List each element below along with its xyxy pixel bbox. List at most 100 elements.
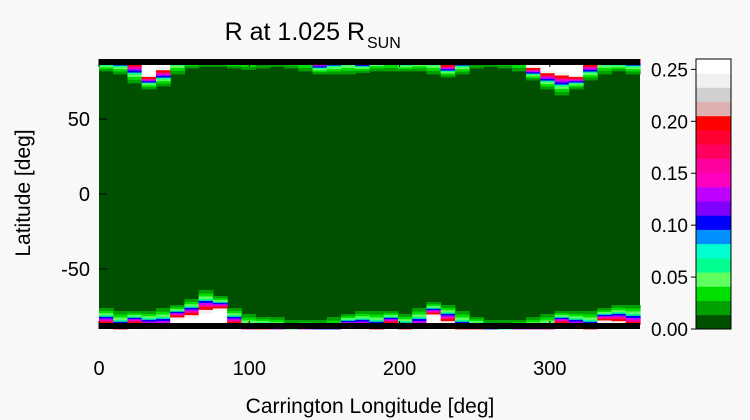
colorbar-swatch bbox=[696, 73, 731, 88]
south-band-cell bbox=[383, 316, 399, 319]
north-band-cell bbox=[127, 68, 143, 71]
south-band-cell bbox=[540, 317, 556, 321]
south-band-cell bbox=[141, 319, 157, 322]
north-band-cell bbox=[440, 64, 456, 67]
north-band-cell bbox=[355, 66, 371, 69]
x-tick-label: 100 bbox=[233, 358, 266, 380]
north-band-cell bbox=[554, 75, 570, 79]
north-band-cell bbox=[526, 75, 541, 79]
south-band-cell bbox=[611, 312, 627, 315]
x-tick-label: 0 bbox=[93, 358, 104, 380]
north-band-cell bbox=[326, 68, 342, 72]
north-band-cell bbox=[170, 65, 186, 68]
north-band-cell bbox=[597, 70, 613, 75]
south-band-cell bbox=[625, 313, 641, 317]
south-band-cell bbox=[155, 320, 171, 324]
south-band-cell bbox=[483, 328, 499, 330]
south-band-cell bbox=[141, 321, 157, 324]
south-band-cell bbox=[440, 305, 456, 309]
chart-title: R at 1.025 R bbox=[225, 18, 365, 46]
south-band-cell bbox=[611, 310, 627, 313]
south-band-cell bbox=[127, 317, 143, 320]
south-band-cell bbox=[141, 318, 157, 321]
north-band-cell bbox=[312, 71, 328, 75]
north-band-cell bbox=[583, 72, 598, 76]
south-band-cell bbox=[369, 317, 385, 321]
south-band-cell bbox=[611, 318, 627, 322]
south-band-cell bbox=[341, 322, 356, 324]
north-band-cell bbox=[540, 81, 556, 85]
north-band-cell bbox=[540, 75, 556, 78]
north-band-cell bbox=[412, 68, 428, 72]
south-band-cell bbox=[412, 311, 428, 315]
north-band-cell bbox=[155, 83, 171, 87]
north-band-cell bbox=[526, 69, 541, 72]
south-band-cell bbox=[568, 318, 584, 321]
south-band-cell bbox=[440, 310, 456, 313]
north-band-cell bbox=[170, 67, 186, 71]
south-band-cell bbox=[170, 309, 186, 311]
south-band-cell bbox=[583, 311, 598, 315]
north-band-cell bbox=[127, 74, 143, 77]
north-band-cell bbox=[341, 70, 356, 75]
south-band-cell bbox=[440, 318, 456, 322]
south-band-cell bbox=[597, 312, 613, 314]
south-band-cell bbox=[255, 321, 271, 323]
colorbar-swatch bbox=[696, 201, 731, 216]
south-band-cell bbox=[397, 314, 413, 318]
south-band-cell bbox=[127, 313, 143, 316]
north-band-cell bbox=[625, 66, 641, 70]
south-band-cell bbox=[526, 317, 541, 321]
south-band-cell bbox=[198, 307, 214, 311]
south-band-cell bbox=[212, 308, 228, 312]
south-band-cell bbox=[568, 319, 584, 322]
south-band-cell bbox=[155, 311, 171, 315]
north-band-cell bbox=[554, 71, 570, 76]
south-band-cell bbox=[383, 320, 399, 323]
south-band-cell bbox=[355, 319, 371, 322]
north-band-cell bbox=[397, 68, 413, 72]
south-band-cell bbox=[127, 320, 143, 323]
south-band-cell bbox=[440, 321, 456, 325]
north-band-cell bbox=[469, 64, 484, 69]
colorbar-swatch bbox=[696, 144, 731, 159]
south-band-cell bbox=[355, 313, 371, 317]
north-band-cell bbox=[127, 70, 143, 73]
south-band-cell bbox=[625, 308, 641, 312]
south-band-cell bbox=[554, 315, 570, 317]
south-band-cell bbox=[99, 310, 114, 314]
south-band-cell bbox=[383, 315, 399, 317]
south-band-cell bbox=[198, 300, 214, 304]
north-band-cell bbox=[483, 64, 499, 67]
south-band-cell bbox=[412, 318, 428, 322]
north-band-cell bbox=[540, 69, 556, 74]
north-band-cell bbox=[397, 64, 413, 66]
south-band-cell bbox=[341, 320, 356, 323]
south-band-cell bbox=[554, 316, 570, 319]
south-band-cell bbox=[155, 316, 171, 320]
south-band-cell bbox=[497, 328, 513, 330]
south-band-cell bbox=[426, 308, 442, 311]
north-band-cell bbox=[526, 71, 541, 74]
north-band-cell bbox=[554, 82, 570, 85]
north-band-cell bbox=[355, 70, 371, 73]
south-band-cell bbox=[127, 316, 143, 319]
north-band-cell bbox=[554, 80, 570, 83]
south-band-cell bbox=[568, 313, 584, 317]
south-band-cell bbox=[198, 302, 214, 306]
north-band-cell bbox=[326, 65, 342, 68]
south-band-cell bbox=[127, 315, 143, 317]
south-band-cell bbox=[227, 310, 242, 314]
north-band-cell bbox=[583, 66, 598, 69]
colorbar-tick-label: 0.05 bbox=[651, 268, 688, 289]
south-band-cell bbox=[284, 328, 299, 330]
south-band-cell bbox=[554, 311, 570, 314]
south-band-cell bbox=[540, 320, 556, 324]
colorbar-swatch bbox=[696, 272, 731, 287]
colorbar-swatch bbox=[696, 300, 731, 316]
south-band-cell bbox=[255, 317, 271, 320]
north-band-cell bbox=[454, 68, 470, 72]
south-band-cell bbox=[383, 321, 399, 324]
south-band-cell bbox=[469, 319, 484, 322]
